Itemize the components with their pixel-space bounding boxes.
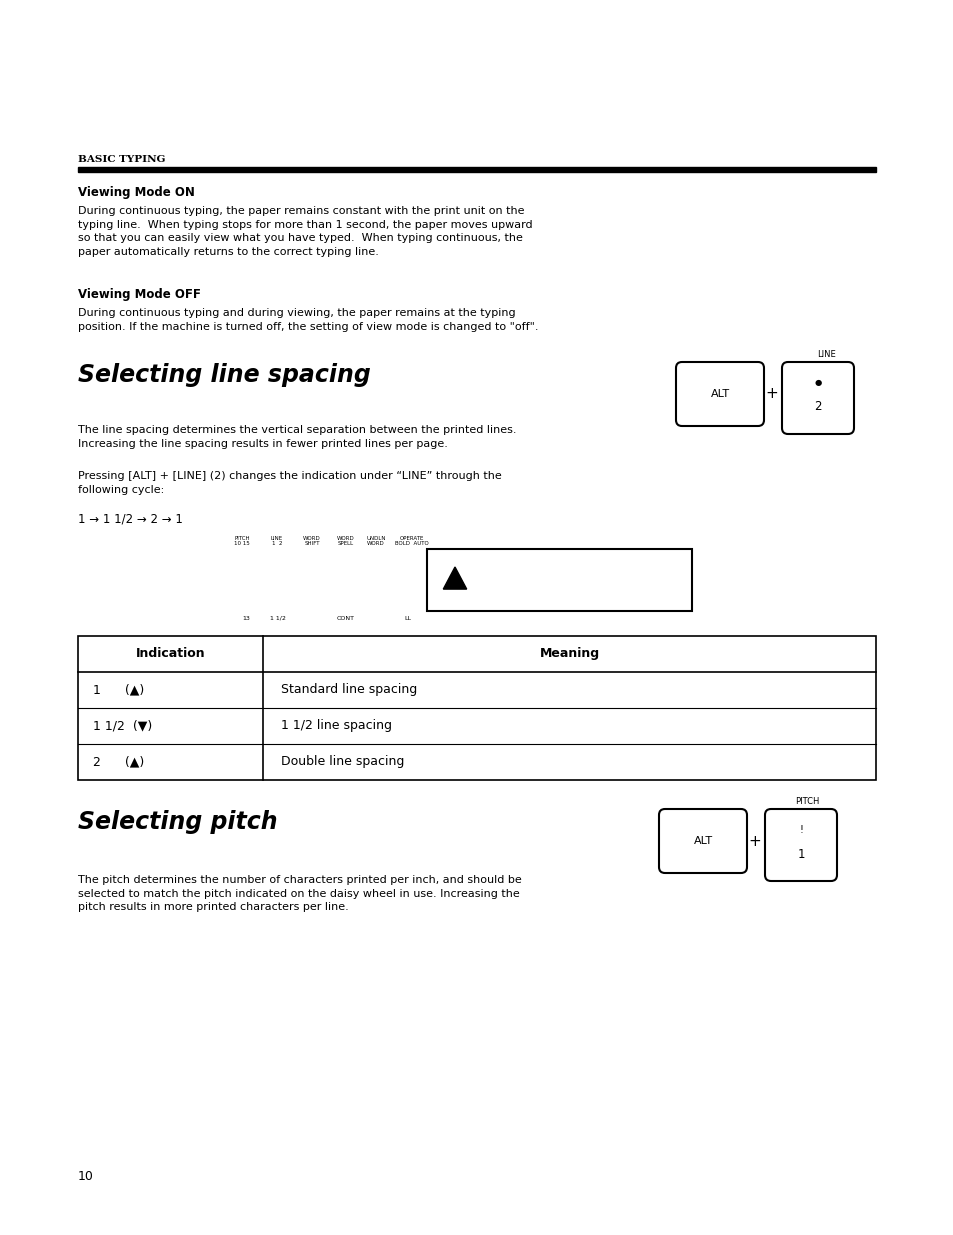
FancyBboxPatch shape <box>659 809 746 873</box>
Text: Pressing [ALT] + [LINE] (2) changes the indication under “LINE” through the
foll: Pressing [ALT] + [LINE] (2) changes the … <box>78 471 501 494</box>
Text: Viewing Mode OFF: Viewing Mode OFF <box>78 288 201 301</box>
FancyBboxPatch shape <box>676 362 763 426</box>
Text: The line spacing determines the vertical separation between the printed lines.
I: The line spacing determines the vertical… <box>78 425 516 448</box>
Text: 1 → 1 1/2 → 2 → 1: 1 → 1 1/2 → 2 → 1 <box>78 513 183 526</box>
Text: Indication: Indication <box>135 647 205 661</box>
Text: ALT: ALT <box>710 389 729 399</box>
Text: Viewing Mode ON: Viewing Mode ON <box>78 186 194 199</box>
Text: 2      (▲): 2 (▲) <box>92 756 144 768</box>
Text: PITCH
10 15: PITCH 10 15 <box>233 536 250 546</box>
FancyBboxPatch shape <box>764 809 836 881</box>
Text: Standard line spacing: Standard line spacing <box>281 683 416 697</box>
Text: UNDLN
WORD: UNDLN WORD <box>366 536 385 546</box>
Text: WORD
SPELL: WORD SPELL <box>336 536 355 546</box>
Bar <box>78 636 875 781</box>
Text: Selecting pitch: Selecting pitch <box>78 810 277 834</box>
Text: 1: 1 <box>797 847 804 861</box>
Text: Double line spacing: Double line spacing <box>281 756 404 768</box>
FancyBboxPatch shape <box>781 362 853 433</box>
Text: +: + <box>765 387 778 401</box>
Text: Meaning: Meaning <box>538 647 598 661</box>
Text: ●: ● <box>814 378 821 388</box>
Text: 1 1/2  (▼): 1 1/2 (▼) <box>92 720 152 732</box>
Text: Selecting line spacing: Selecting line spacing <box>78 363 371 387</box>
Text: !: ! <box>799 825 802 835</box>
Text: BASIC TYPING: BASIC TYPING <box>78 156 165 164</box>
Text: ALT: ALT <box>693 836 712 846</box>
Text: The pitch determines the number of characters printed per inch, and should be
se: The pitch determines the number of chara… <box>78 876 521 913</box>
Text: CONT: CONT <box>336 616 355 621</box>
Text: 13: 13 <box>242 616 250 621</box>
Bar <box>78 167 875 172</box>
Text: 1      (▲): 1 (▲) <box>92 683 144 697</box>
Text: During continuous typing and during viewing, the paper remains at the typing
pos: During continuous typing and during view… <box>78 308 537 332</box>
Text: During continuous typing, the paper remains constant with the print unit on the
: During continuous typing, the paper rema… <box>78 206 532 257</box>
Polygon shape <box>443 567 466 589</box>
Text: LL: LL <box>404 616 411 621</box>
Text: LINE: LINE <box>816 350 835 359</box>
Text: 1 1/2: 1 1/2 <box>270 616 286 621</box>
Text: PITCH: PITCH <box>794 797 819 806</box>
Text: +: + <box>748 834 760 848</box>
Text: WORD
SHIFT: WORD SHIFT <box>303 536 320 546</box>
Bar <box>427 550 691 611</box>
Text: 1 1/2 line spacing: 1 1/2 line spacing <box>281 720 392 732</box>
Text: LINE
1  2: LINE 1 2 <box>271 536 283 546</box>
Text: OPERATE
BOLD  AUTO: OPERATE BOLD AUTO <box>395 536 429 546</box>
Text: 2: 2 <box>814 400 821 414</box>
Text: 10: 10 <box>78 1170 93 1183</box>
